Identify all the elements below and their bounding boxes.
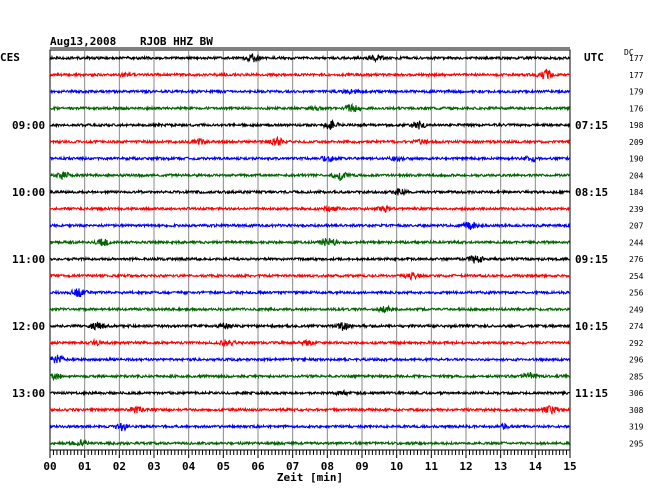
seismic-trace <box>49 68 571 80</box>
x-tick-label: 06 <box>251 460 265 473</box>
seismic-trace <box>49 255 571 264</box>
dc-offset-value: 244 <box>629 238 644 247</box>
seismic-trace <box>49 389 571 398</box>
chart-station: RJOB HHZ BW <box>140 35 213 48</box>
seismic-trace <box>49 53 571 64</box>
dc-offset-value: 249 <box>629 305 644 314</box>
seismic-trace <box>49 304 571 314</box>
dc-offset-value: 184 <box>629 188 644 197</box>
dc-offset-value: 276 <box>629 255 644 264</box>
x-axis: 00 01 02 03 04 05 06 07 08 09 10 11 12 13 14 15 <box>43 450 577 473</box>
dc-offset-value: 292 <box>629 339 644 348</box>
x-tick-label: 03 <box>147 460 160 473</box>
dc-offset-value: 177 <box>629 54 644 63</box>
seismic-trace <box>49 405 571 415</box>
seismic-trace <box>49 135 571 146</box>
minute-gridlines <box>84 50 536 450</box>
left-time-label: 11:00 <box>12 253 45 266</box>
dc-offset-value: 306 <box>629 389 644 398</box>
seismic-trace <box>49 118 571 130</box>
seismic-trace <box>49 288 571 298</box>
x-tick-label: 09 <box>355 460 368 473</box>
dc-offset-value: 254 <box>629 272 644 281</box>
seismic-trace <box>49 238 571 247</box>
seismic-trace <box>49 187 571 197</box>
dc-offset-value: 179 <box>629 88 644 97</box>
dc-offset-value: 256 <box>629 289 644 298</box>
dc-offset-value: 190 <box>629 155 644 164</box>
seismic-trace <box>49 354 571 364</box>
left-timezone-label: CES <box>0 51 20 64</box>
seismic-trace <box>49 422 571 432</box>
x-tick-label: 02 <box>113 460 126 473</box>
chart-date: Aug13,2008 <box>50 35 116 48</box>
dc-offset-value: 204 <box>629 171 644 180</box>
right-time-label: 08:15 <box>575 186 608 199</box>
x-tick-label: 07 <box>286 460 299 473</box>
seismic-trace <box>49 221 571 230</box>
dc-offset-value: 207 <box>629 222 644 231</box>
dc-offset-value: 239 <box>629 205 644 214</box>
dc-offset-value: 176 <box>629 104 644 113</box>
seismic-trace <box>49 88 571 96</box>
dc-offset-value: 296 <box>629 356 644 365</box>
seismic-trace <box>49 170 571 181</box>
trace-lines <box>49 53 571 447</box>
left-time-label: 13:00 <box>12 387 45 400</box>
dc-offset-value: 209 <box>629 138 644 147</box>
dc-offset-value: 308 <box>629 406 644 415</box>
seismic-trace <box>49 155 571 164</box>
x-tick-label: 08 <box>321 460 334 473</box>
dc-offset-value: 319 <box>629 423 644 432</box>
seismic-trace <box>49 271 571 282</box>
dc-offset-value: 295 <box>629 439 644 448</box>
x-tick-label: 11 <box>425 460 439 473</box>
dc-offset-value: 177 <box>629 71 644 80</box>
seismic-trace <box>49 438 571 447</box>
left-time-label: 09:00 <box>12 119 45 132</box>
left-time-label: 10:00 <box>12 186 45 199</box>
dc-column-label: DC <box>624 48 634 57</box>
x-axis-title: Zeit [min] <box>277 471 343 484</box>
x-tick-label: 10 <box>390 460 403 473</box>
right-time-label: 07:15 <box>575 119 608 132</box>
x-tick-label: 01 <box>78 460 92 473</box>
seismic-trace <box>49 371 571 382</box>
right-time-label: 11:15 <box>575 387 608 400</box>
x-tick-label: 14 <box>529 460 543 473</box>
left-time-label: 12:00 <box>12 320 45 333</box>
time-labels: 09:00 10:00 11:00 12:00 13:00 07:15 08:15 09:15… <box>12 54 644 448</box>
right-time-label: 10:15 <box>575 320 608 333</box>
x-tick-label: 05 <box>217 460 230 473</box>
dc-offset-value: 285 <box>629 372 644 381</box>
seismic-trace <box>49 321 571 331</box>
x-tick-label: 12 <box>459 460 472 473</box>
dc-offset-value: 198 <box>629 121 644 130</box>
x-tick-label: 13 <box>494 460 507 473</box>
x-tick-label: 00 <box>43 460 56 473</box>
x-tick-label: 15 <box>563 460 576 473</box>
seismic-trace <box>49 204 571 213</box>
seismic-trace <box>49 338 571 348</box>
dc-offset-value: 274 <box>629 322 644 331</box>
right-timezone-label: UTC <box>584 51 604 64</box>
right-time-label: 09:15 <box>575 253 608 266</box>
x-tick-label: 04 <box>182 460 196 473</box>
seismic-trace <box>49 102 571 113</box>
